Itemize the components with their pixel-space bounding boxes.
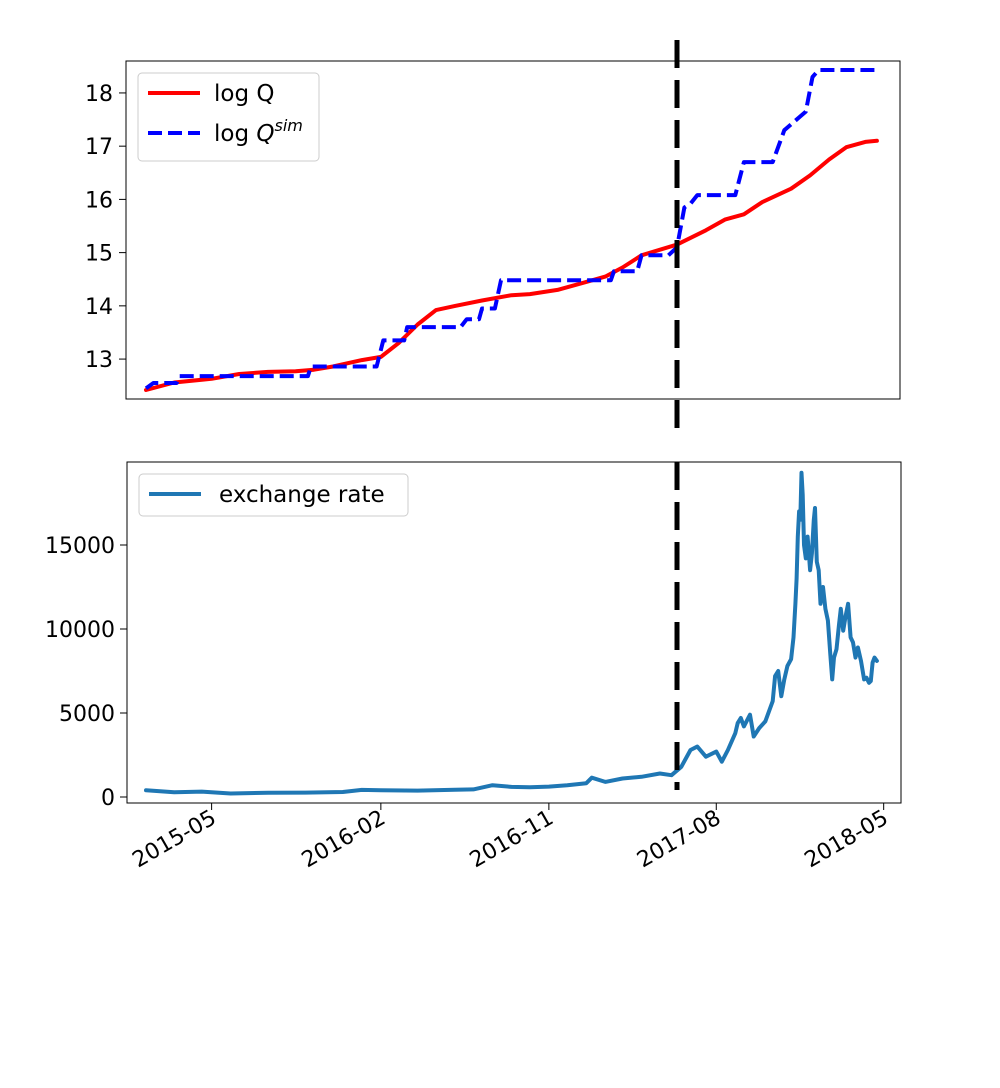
exchange-rate-x-tick-label: 2017-08 [633,806,725,874]
log-q-line [144,138,879,392]
log-q-y-axis: 13 14 15 16 17 18 [85,82,126,373]
legend-label-log-q-sim: log Qsim [214,116,303,147]
exchange-rate-legend-box [138,473,409,517]
exchange-rate-y-axis: 0 5000 10000 15000 [45,534,127,811]
exchange-rate-x-tick-label: 2018-05 [801,806,893,874]
exchange-rate-x-axis: 2015-05 2016-02 2016-11 2017-08 2018-05 [129,803,893,873]
log-q-y-tick-label: 15 [85,242,113,267]
log-q-y-tick-label: 16 [85,188,113,213]
exchange-rate-legend: exchange rate [138,473,409,517]
exchange-rate-x-tick-label: 2015-05 [129,806,221,874]
log-q-sim-line [144,68,877,391]
log-q-panel: 13 14 15 16 17 18 log Q log Qsim [85,60,901,400]
log-q-y-tick-label: 14 [85,295,113,320]
exchange-rate-x-tick-label: 2016-11 [466,806,558,874]
log-q-legend: log Q log Qsim [137,72,320,162]
log-q-y-tick-label: 18 [85,82,113,107]
log-q-y-tick-label: 17 [85,135,113,160]
exchange-rate-series-group [144,470,879,796]
exchange-rate-line [144,470,879,796]
log-q-plot-frame [125,60,901,400]
exchange-rate-y-tick-label: 15000 [45,534,115,559]
legend-label-log-q: log Q [214,81,274,107]
exchange-rate-plot-frame [126,461,902,804]
exchange-rate-y-tick-label: 10000 [45,618,115,643]
legend-label-exchange-rate: exchange rate [219,482,385,508]
exchange-rate-y-tick-label: 5000 [59,702,115,727]
exchange-rate-x-tick-label: 2016-02 [298,806,390,874]
log-q-y-tick-label: 13 [85,348,113,373]
exchange-rate-y-tick-label: 0 [101,786,115,811]
log-q-series-group [144,68,879,392]
